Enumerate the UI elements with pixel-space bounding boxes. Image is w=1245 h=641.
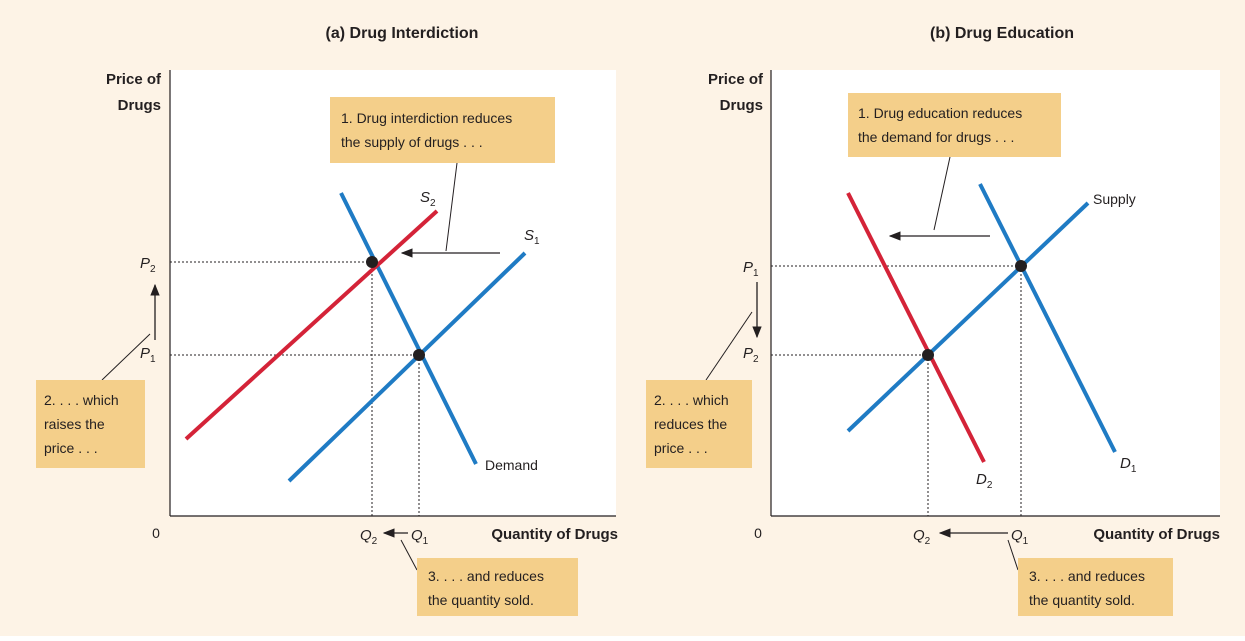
panel-a-demand-label: Demand: [485, 457, 538, 473]
panel-b-callout-3-line1: 3. . . . and reduces: [1029, 568, 1145, 584]
panel-b-origin: 0: [754, 525, 762, 541]
panel-b-callout-2-line1: 2. . . . which: [654, 392, 729, 408]
panel-b-supply-label: Supply: [1093, 191, 1136, 207]
panel-b-callout-1-line1: 1. Drug education reduces: [858, 105, 1022, 121]
panel-b-equilibrium-old: [1015, 260, 1027, 272]
panel-b-callout-1-leader: [933, 156, 951, 231]
panel-a-s1-label: S1: [524, 227, 540, 247]
panel-a-callout-2-line1: 2. . . . which: [44, 392, 119, 408]
panel-a-callout-2-leader: [101, 333, 151, 381]
panel-a-equilibrium-old: [413, 349, 425, 361]
panel-b-callout-2-leader: [705, 311, 753, 381]
panel-a-origin: 0: [152, 525, 160, 541]
panel-b-supply-curve: [846, 201, 1090, 433]
panel-b-q1-label: Q1: [1011, 527, 1029, 547]
panel-a-callout-2-line3: price . . .: [44, 440, 98, 456]
panel-b-callout-2-box: [646, 380, 752, 468]
panel-b-callout-1-line2: the demand for drugs . . .: [858, 129, 1014, 145]
panel-b-p1-label: P1: [743, 259, 759, 279]
panel-a-callout-1-line2: the supply of drugs . . .: [341, 134, 483, 150]
panel-b-title: (b) Drug Education: [930, 25, 1074, 42]
panel-b-y-axis-label-line1: Price of: [708, 71, 764, 88]
panel-a-callout-3-line1: 3. . . . and reduces: [428, 568, 544, 584]
panel-a-p1-label: P1: [140, 345, 156, 365]
panel-b-callout-3-box: [1018, 558, 1173, 616]
panel-b-d1-label: D1: [1120, 455, 1137, 475]
panel-a-callout-2-line2: raises the: [44, 416, 105, 432]
panel-a-supply-s1-curve: [287, 251, 527, 483]
panel-a-callout-1-leader: [445, 162, 458, 252]
panel-b-y-axis-label-line2: Drugs: [720, 97, 763, 114]
panel-a-equilibrium-new: [366, 256, 378, 268]
panel-a-demand-curve: [339, 192, 478, 465]
panel-b-callout-2-line2: reduces the: [654, 416, 727, 432]
panel-b-x-axis-label: Quantity of Drugs: [1093, 526, 1220, 543]
panel-b-demand-d2-curve: [846, 192, 986, 463]
panel-a-callout-1-box: [330, 97, 555, 163]
panel-a-y-axis-label-line2: Drugs: [118, 97, 161, 114]
panel-a-callout-3-box: [417, 558, 578, 616]
panel-a-q1-label: Q1: [411, 527, 429, 547]
panel-b-p2-label: P2: [743, 345, 759, 365]
panel-a-s2-label: S2: [420, 189, 436, 209]
panel-a-y-axis-label-line1: Price of: [106, 71, 162, 88]
panel-a-callout-3-line2: the quantity sold.: [428, 592, 534, 608]
panel-a-q2-label: Q2: [360, 527, 378, 547]
panel-a-callout-1-line1: 1. Drug interdiction reduces: [341, 110, 512, 126]
panel-b: (b) Drug Education Price of Drugs Quanti…: [646, 25, 1220, 616]
panel-b-demand-d1-curve: [978, 183, 1117, 453]
panel-b-d2-label: D2: [976, 471, 993, 491]
panel-a-supply-s2-curve: [184, 209, 439, 441]
panel-a-x-axis-label: Quantity of Drugs: [491, 526, 618, 543]
panel-a-title: (a) Drug Interdiction: [326, 25, 479, 42]
panel-b-q2-label: Q2: [913, 527, 931, 547]
panel-a-p2-label: P2: [140, 255, 156, 275]
panel-a-callout-2-box: [36, 380, 145, 468]
panel-b-callout-2-line3: price . . .: [654, 440, 708, 456]
panel-a: (a) Drug Interdiction Price of Drugs Qua…: [36, 25, 618, 616]
panel-b-equilibrium-new: [922, 349, 934, 361]
panel-b-callout-3-leader: [1007, 539, 1019, 571]
panel-b-callout-1-box: [848, 93, 1061, 157]
panel-a-callout-3-leader: [400, 539, 418, 571]
panel-b-callout-3-line2: the quantity sold.: [1029, 592, 1135, 608]
